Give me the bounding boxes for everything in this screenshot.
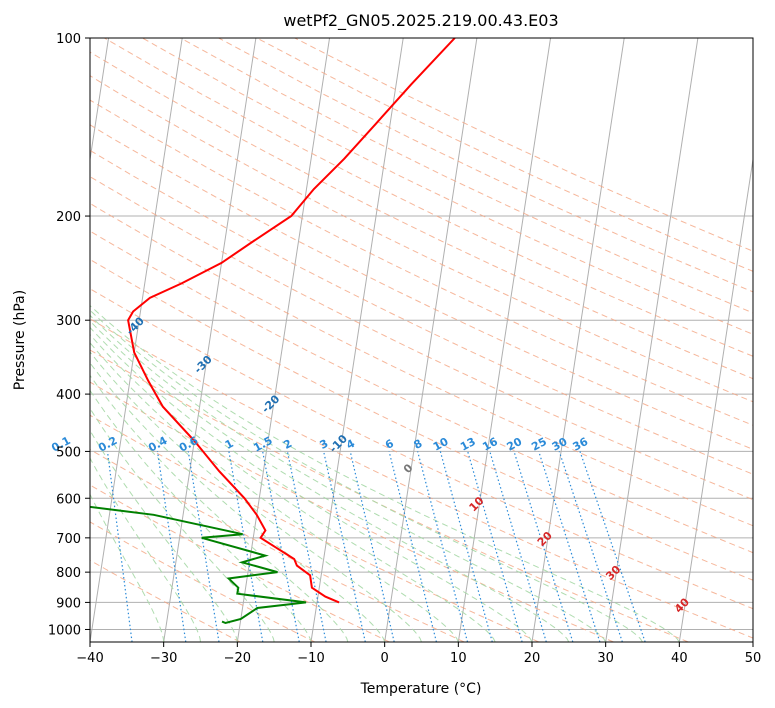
dry-adiabat [90, 288, 753, 610]
isotherm-line [531, 38, 625, 642]
sounding-traces [90, 38, 456, 625]
dry-adiabat [142, 38, 753, 335]
background-lines [90, 38, 753, 642]
x-tick-label: 0 [381, 651, 389, 666]
isotherm-line [163, 38, 257, 642]
y-tick-label: 900 [56, 596, 81, 611]
mixing-ratio-label: 10 [431, 435, 451, 454]
moist-adiabat [90, 342, 459, 642]
moist-adiabat [90, 429, 238, 642]
mixing-ratio-line [489, 451, 547, 642]
mixing-ratio-line [156, 451, 187, 642]
dry-adiabat [90, 318, 753, 639]
x-axis-ticks: −40 −30 −20 −10 0 10 20 30 40 50 [76, 642, 761, 666]
y-tick-label: 200 [56, 210, 81, 225]
y-axis-label: Pressure (hPa) [12, 290, 28, 390]
y-tick-label: 500 [56, 445, 81, 460]
y-tick-label: 700 [56, 532, 81, 547]
x-tick-label: −40 [76, 651, 103, 666]
isotherm-line [678, 156, 753, 642]
moist-adiabat [90, 320, 570, 642]
dewpoint-trace [90, 505, 307, 625]
dry-adiabat [90, 176, 753, 501]
mixing-ratio-line [228, 451, 264, 642]
x-tick-label: 30 [597, 651, 614, 666]
y-tick-label: 300 [56, 314, 81, 329]
x-tick-label: −20 [224, 651, 251, 666]
mixing-ratio-line [349, 451, 395, 642]
isotherm-line [236, 38, 331, 642]
moist-adiabat [90, 304, 680, 642]
mixing-ratio-line [467, 451, 523, 642]
dry-adiabat [104, 38, 753, 357]
dry-adiabat [90, 521, 315, 642]
y-tick-label: 400 [56, 388, 81, 403]
dry-adiabat [90, 484, 390, 642]
moist-adiabat [90, 333, 496, 642]
isotherm-line [90, 38, 110, 163]
dry-adiabat [90, 381, 614, 642]
mixing-ratio-label: 30 [550, 435, 570, 454]
mixing-ratio-line [417, 451, 469, 642]
x-tick-label: 50 [745, 651, 762, 666]
mixing-ratio-label: 16 [480, 435, 500, 454]
x-axis-label: Temperature (°C) [360, 681, 482, 697]
mixing-ratio-line [513, 451, 574, 642]
mixing-ratio-line [538, 451, 601, 642]
temperature-trace [127, 38, 456, 604]
mixing-ratio-line [558, 451, 623, 642]
isotherm-line [384, 38, 478, 642]
x-tick-label: 10 [450, 651, 467, 666]
dry-adiabat [90, 414, 540, 642]
mixing-ratio-line [286, 451, 327, 642]
moist-adiabat [90, 326, 533, 642]
mixing-ratio-line [439, 451, 493, 642]
isotherm-line [90, 38, 183, 642]
dry-adiabat [90, 149, 753, 475]
x-tick-label: −10 [297, 651, 324, 666]
y-tick-label: 800 [56, 566, 81, 581]
moist-adiabat [90, 407, 275, 642]
x-tick-label: −30 [150, 651, 177, 666]
isotherm-line [457, 38, 552, 642]
y-tick-label: 1000 [48, 623, 81, 638]
moist-adiabat [90, 389, 312, 642]
mixing-ratio-line [388, 451, 438, 642]
y-tick-label: 600 [56, 492, 81, 507]
moist-adiabat [90, 362, 386, 642]
mixing-ratio-label: 20 [505, 435, 525, 454]
plot-frame [89, 37, 754, 643]
moist-adiabat [90, 374, 349, 642]
dry-adiabat [90, 258, 753, 581]
dry-adiabat [90, 202, 753, 527]
mixing-ratio-line [262, 451, 300, 642]
mixing-ratio-label: 36 [571, 435, 591, 454]
isotherm-line [605, 38, 699, 642]
dry-adiabat [90, 75, 753, 403]
mixing-ratio-label: 25 [529, 435, 549, 454]
isotherm-line [310, 38, 404, 642]
dry-adiabat [90, 99, 753, 426]
moist-adiabat [90, 351, 422, 642]
mixing-ratio-line [323, 451, 366, 642]
mixing-ratio-line [106, 451, 133, 642]
dry-adiabat [90, 448, 465, 642]
mixing-ratio-line [187, 451, 220, 642]
moist-adiabat [90, 309, 643, 642]
mixing-ratio-line [579, 451, 646, 642]
chart-title: wetPf2_GN05.2025.219.00.43.E03 [283, 11, 558, 31]
y-tick-label: 100 [56, 32, 81, 47]
x-tick-label: 40 [671, 651, 688, 666]
x-tick-label: 20 [524, 651, 541, 666]
mixing-ratio-label: 13 [458, 435, 478, 454]
moist-adiabat [90, 314, 607, 642]
y-axis-ticks: 100 200 300 400 500 600 700 800 900 1000 [48, 32, 90, 638]
moist-adiabat [90, 457, 201, 642]
